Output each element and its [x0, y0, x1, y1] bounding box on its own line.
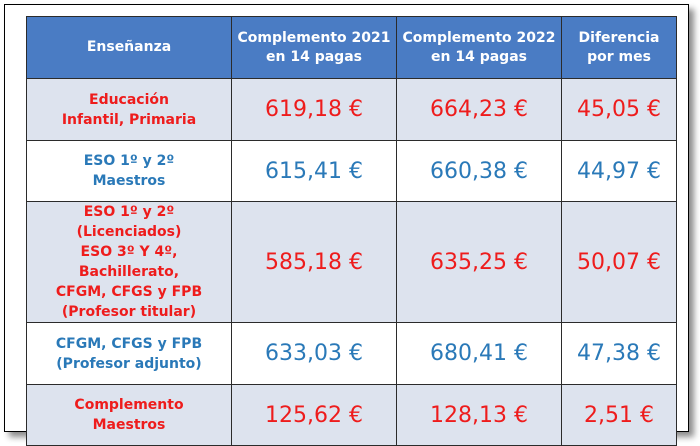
value-2021: 615,41 € [231, 140, 397, 202]
table-row: ESO 1º y 2º (Licenciados) ESO 3º Y 4º, Ba… [26, 201, 677, 323]
value-2021: 633,03 € [231, 322, 397, 385]
row-label: Educación Infantil, Primaria [26, 78, 232, 141]
value-2021: 585,18 € [231, 201, 397, 323]
header-complemento-2021: Complemento 2021 en 14 pagas [231, 16, 397, 79]
value-2021: 125,62 € [231, 384, 397, 446]
table-row: ESO 1º y 2º Maestros 615,41 € 660,38 € 44… [26, 140, 677, 202]
value-2021: 619,18 € [231, 78, 397, 141]
value-2022: 664,23 € [396, 78, 562, 141]
header-diferencia: Diferencia por mes [561, 16, 677, 79]
row-label: ESO 1º y 2º Maestros [26, 140, 232, 202]
value-difference: 50,07 € [561, 201, 677, 323]
row-label: CFGM, CFGS y FPB (Profesor adjunto) [26, 322, 232, 385]
row-label: ESO 1º y 2º (Licenciados) ESO 3º Y 4º, Ba… [26, 201, 232, 323]
salary-complement-table: Enseñanza Complemento 2021 en 14 pagas Co… [26, 16, 677, 446]
table-row: Educación Infantil, Primaria 619,18 € 664… [26, 78, 677, 141]
header-row: Enseñanza Complemento 2021 en 14 pagas Co… [26, 16, 677, 79]
value-2022: 660,38 € [396, 140, 562, 202]
header-complemento-2022: Complemento 2022 en 14 pagas [396, 16, 562, 79]
table-row: Complemento Maestros 125,62 € 128,13 € 2,… [26, 384, 677, 446]
value-2022: 680,41 € [396, 322, 562, 385]
value-difference: 44,97 € [561, 140, 677, 202]
value-2022: 128,13 € [396, 384, 562, 446]
value-difference: 2,51 € [561, 384, 677, 446]
value-difference: 47,38 € [561, 322, 677, 385]
table-row: CFGM, CFGS y FPB (Profesor adjunto) 633,0… [26, 322, 677, 385]
value-difference: 45,05 € [561, 78, 677, 141]
row-label: Complemento Maestros [26, 384, 232, 446]
value-2022: 635,25 € [396, 201, 562, 323]
header-ensenanza: Enseñanza [26, 16, 232, 79]
